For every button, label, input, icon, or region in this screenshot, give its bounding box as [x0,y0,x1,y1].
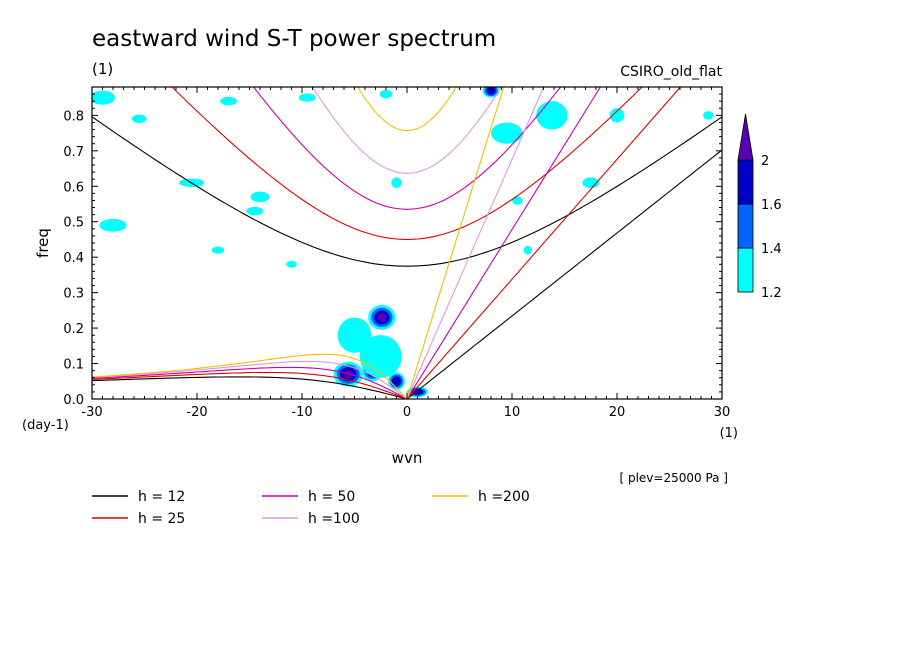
dispersion-curve [406,149,722,399]
colorbar-label: 1.2 [761,286,782,301]
y-tick-label: 0.1 [63,358,84,373]
dispersion-curve [92,360,408,399]
power-region [377,313,387,322]
legend-label: h =200 [478,489,530,505]
colorbar: 1.2 1.4 1.6 2 [737,113,782,301]
power-region [286,260,297,268]
power-region [246,206,264,216]
dispersion-curve [406,87,505,399]
dispersion-curve [406,87,545,399]
legend-label: h = 50 [308,489,355,505]
power-region [582,177,600,189]
power-region [131,114,147,124]
x-tick-label: 20 [609,405,626,420]
power-region [491,122,523,144]
y-tick-label: 0.3 [63,287,84,302]
dispersion-curve [252,87,562,210]
colorbar-extend [737,113,754,161]
y-tick-label: 0.7 [63,145,84,160]
x-tick-label: 30 [714,405,731,420]
dispersion-curves [92,87,722,399]
legend-label: h = 25 [138,511,185,527]
power-region [512,196,523,205]
power-regions [92,87,714,398]
dispersion-curve [92,353,408,399]
power-region [536,101,568,130]
dispersion-curve [92,116,722,267]
power-region [359,335,402,378]
plot-area: -30 -20 -10 0 10 20 30 0.00.10.20.30.40.50.60.… [63,86,730,420]
colorbar-segment [737,247,754,293]
x-ticks: -30 -20 -10 0 10 20 30 [81,87,730,420]
y-tick-label: 0.8 [63,109,84,124]
power-region [99,218,127,232]
power-region [391,376,402,387]
colorbar-label: 1.6 [761,198,782,213]
plev-annotation: [ plev=25000 Pa ] [619,471,728,485]
power-region [379,89,393,99]
power-region [92,90,116,105]
y-tick-label: 0.2 [63,322,84,337]
y-tick-label: 0.6 [63,180,84,195]
power-region [250,191,270,203]
x-tick-label: 10 [504,405,521,420]
colorbar-label: 1.4 [761,242,782,257]
x-units-label: (1) [720,426,738,441]
dispersion-curve [406,87,682,399]
power-region [220,96,237,106]
colorbar-label: 2 [761,154,769,169]
y-tick-label: 0.5 [63,216,84,231]
dispersion-curve [357,87,457,132]
legend-label: h = 12 [138,489,185,505]
power-region [391,177,402,189]
dispersion-curve [92,376,408,399]
plot-frame [91,86,723,400]
colorbar-segment [737,159,754,205]
power-region [703,111,714,120]
power-region [337,317,372,353]
power-region [523,245,532,255]
y-ticks: 0.0 0.1 0.2 0.3 0.4 0.5 0.6 0.7 0.8 [63,86,722,408]
y-tick-label: 0.0 [63,393,84,408]
dispersion-curve [92,366,408,399]
x-tick-label: -10 [291,405,312,420]
x-tick-label: 0 [403,405,411,420]
model-name: CSIRO_old_flat [620,64,722,80]
y-axis-label: freq [34,228,52,258]
dispersion-curve [92,371,408,399]
dispersion-curve [171,87,643,240]
y-tick-label: 0.4 [63,251,84,266]
units-label: (1) [92,60,113,78]
y-units-label: (day-1) [22,418,69,433]
dispersion-curve [311,87,503,174]
x-axis-label: wvn [392,449,423,467]
x-tick-label: -20 [186,405,207,420]
power-region [486,87,496,95]
colorbar-segment [737,203,754,249]
x-tick-label: -30 [81,405,102,420]
power-region [609,108,625,123]
power-region [211,246,225,254]
legend-label: h =100 [308,511,360,527]
power-region [298,93,316,102]
dispersion-curve [406,87,602,399]
chart-title: eastward wind S-T power spectrum [92,26,496,52]
legend: h = 12 h = 25 h = 50 h =100 h =200 [92,489,530,527]
